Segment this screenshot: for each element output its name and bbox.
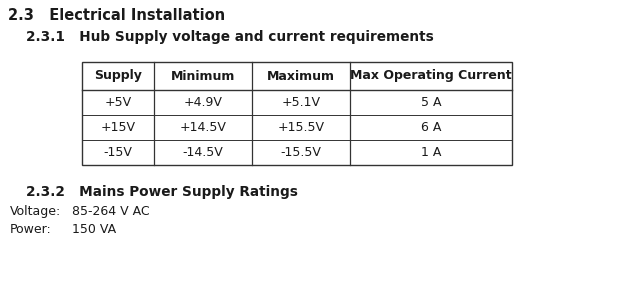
Text: -15.5V: -15.5V xyxy=(280,146,321,159)
Text: 85-264 V AC: 85-264 V AC xyxy=(72,205,150,218)
Text: Voltage:: Voltage: xyxy=(10,205,61,218)
Text: Maximum: Maximum xyxy=(267,69,335,82)
Text: 5 A: 5 A xyxy=(420,96,441,109)
Text: -15V: -15V xyxy=(104,146,132,159)
Text: +15.5V: +15.5V xyxy=(278,121,324,134)
Text: 2.3.2   Mains Power Supply Ratings: 2.3.2 Mains Power Supply Ratings xyxy=(26,185,298,199)
Text: 2.3.1   Hub Supply voltage and current requirements: 2.3.1 Hub Supply voltage and current req… xyxy=(26,30,434,44)
Text: 1 A: 1 A xyxy=(421,146,441,159)
Text: +14.5V: +14.5V xyxy=(180,121,227,134)
Text: +5.1V: +5.1V xyxy=(282,96,321,109)
Text: Power:: Power: xyxy=(10,223,52,236)
Text: Supply: Supply xyxy=(94,69,142,82)
Text: 2.3   Electrical Installation: 2.3 Electrical Installation xyxy=(8,8,225,23)
Text: 6 A: 6 A xyxy=(421,121,441,134)
Text: 150 VA: 150 VA xyxy=(72,223,116,236)
Text: +4.9V: +4.9V xyxy=(184,96,223,109)
Text: Minimum: Minimum xyxy=(171,69,235,82)
Text: +15V: +15V xyxy=(100,121,136,134)
Bar xyxy=(82,62,512,165)
Text: -14.5V: -14.5V xyxy=(182,146,223,159)
Text: Max Operating Current: Max Operating Current xyxy=(350,69,512,82)
Text: +5V: +5V xyxy=(104,96,132,109)
